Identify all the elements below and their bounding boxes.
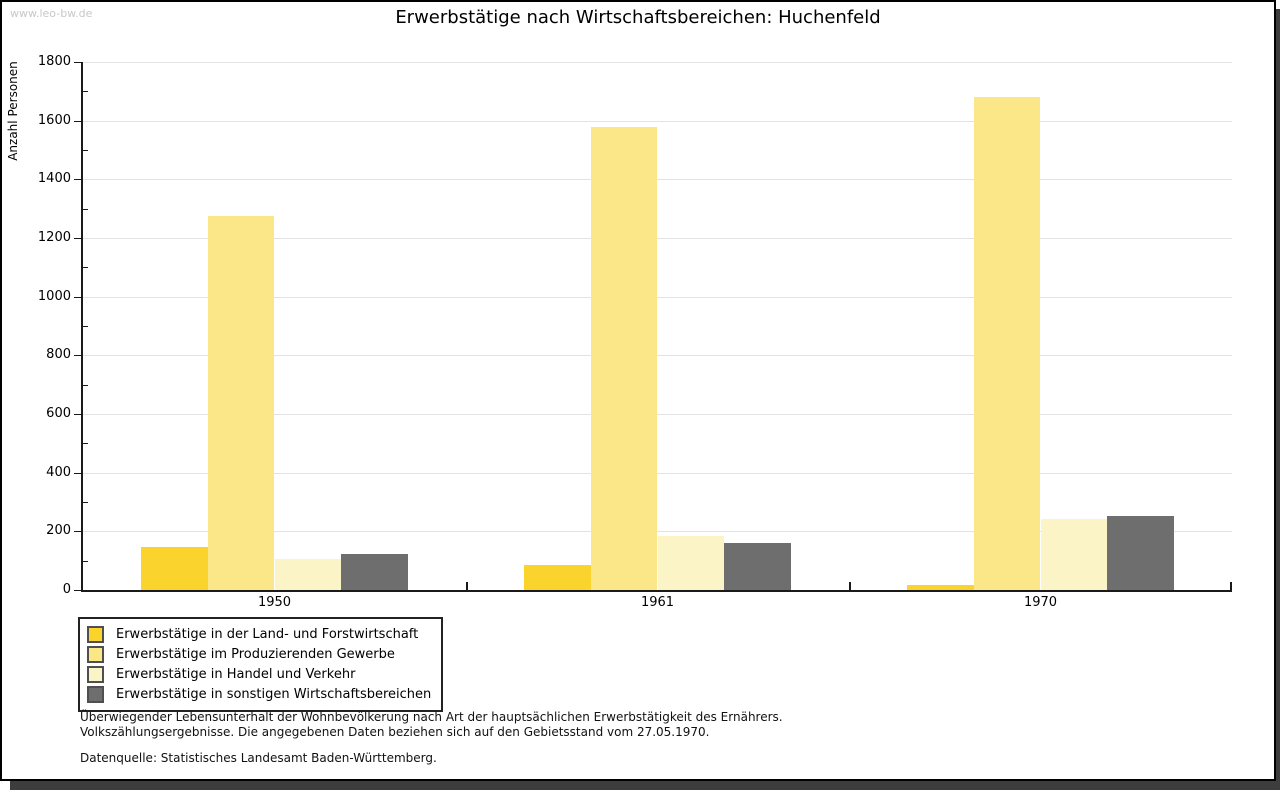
y-minor-tick [83, 326, 88, 327]
legend-swatch-land-forstwirtschaft [87, 625, 104, 643]
y-major-tick [74, 590, 81, 591]
gridline [83, 472, 1232, 474]
x-tick-label: 1970 [1023, 595, 1058, 610]
legend-item: Erwerbstätige in der Land- und Forstwirt… [87, 624, 431, 644]
bar-1961-series3 [657, 535, 725, 590]
y-major-tick [74, 472, 81, 474]
y-minor-tick [83, 208, 88, 210]
x-boundary-tick [466, 582, 468, 590]
y-minor-tick [83, 502, 88, 503]
x-tick-label: 1950 [257, 595, 292, 610]
x-boundary-tick [1230, 582, 1232, 590]
bar-1961-series1 [523, 565, 591, 590]
legend-label: Erwerbstätige in sonstigen Wirtschaftsbe… [116, 686, 432, 702]
gridline [83, 120, 1232, 122]
y-tick-label: 800 [46, 347, 71, 363]
y-axis-title: Anzahl Personen [6, 61, 20, 161]
y-major-tick [74, 62, 81, 63]
y-minor-tick [83, 150, 88, 151]
y-minor-tick [83, 267, 88, 269]
y-minor-tick [83, 560, 88, 562]
gridline [83, 62, 1232, 63]
legend-swatch-handel-verkehr [87, 665, 104, 683]
x-tick-label: 1961 [640, 595, 675, 610]
y-tick-label: 600 [46, 406, 71, 421]
footnotes: Überwiegender Lebensunterhalt der Wohnbe… [80, 710, 783, 766]
y-minor-tick [83, 443, 88, 445]
y-minor-tick [83, 384, 88, 386]
data-source: Datenquelle: Statistisches Landesamt Bad… [80, 751, 437, 765]
y-major-tick [74, 238, 81, 239]
y-major-tick [74, 179, 81, 181]
gridline [83, 531, 1232, 533]
y-major-tick [74, 531, 81, 533]
y-tick-label: 1200 [37, 230, 71, 245]
footnote-line: Überwiegender Lebensunterhalt der Wohnbe… [80, 710, 783, 724]
bar-1950-series2 [207, 216, 275, 590]
y-tick-label: 1400 [37, 171, 71, 187]
gridline [83, 414, 1232, 415]
bar-1950-series4 [341, 554, 409, 590]
bar-1950-series1 [140, 547, 208, 590]
bar-1950-series3 [274, 559, 342, 590]
bar-1970-series2 [973, 97, 1041, 590]
legend-label: Erwerbstätige im Produzierenden Gewerbe [116, 646, 395, 662]
legend-swatch-produzierendes-gewerbe [87, 645, 104, 663]
y-major-tick [74, 355, 81, 357]
bar-1961-series4 [724, 542, 792, 590]
y-tick-label: 1800 [37, 54, 71, 69]
legend-swatch-sonstige-wirtschaftsbereiche [87, 685, 104, 703]
y-tick-label: 1600 [37, 112, 71, 128]
plot-area: 0 200 400 600 800 1000 1200 1400 1600 1800 1950 196… [38, 54, 1232, 610]
legend-item: Erwerbstätige in sonstigen Wirtschaftsbe… [87, 684, 431, 704]
y-tick-label: 0 [62, 582, 71, 597]
y-tick-label: 200 [46, 523, 71, 539]
bar-1970-series3 [1040, 519, 1108, 590]
gridline [83, 238, 1232, 239]
watermark-text: www.leo-bw.de [10, 7, 93, 20]
legend-item: Erwerbstätige im Produzierenden Gewerbe [87, 644, 431, 664]
x-boundary-tick [849, 582, 851, 590]
y-tick-label: 1000 [37, 288, 71, 304]
legend-label: Erwerbstätige in Handel und Verkehr [116, 666, 356, 682]
chart-title: Erwerbstätige nach Wirtschaftsbereichen:… [395, 7, 881, 28]
footnote-line: Volkszählungsergebnisse. Die angegebenen… [80, 725, 710, 739]
y-major-tick [74, 414, 81, 415]
y-major-tick [74, 296, 81, 298]
y-minor-tick [83, 91, 88, 93]
bar-1970-series4 [1107, 515, 1175, 590]
bar-1970-series1 [906, 584, 974, 590]
gridline [83, 355, 1232, 357]
gridline [83, 179, 1232, 181]
legend-label: Erwerbstätige in der Land- und Forstwirt… [116, 626, 419, 642]
legend: Erwerbstätige in der Land- und Forstwirt… [78, 617, 444, 712]
legend-item: Erwerbstätige in Handel und Verkehr [87, 664, 431, 684]
y-major-tick [74, 120, 81, 122]
gridline [83, 296, 1232, 298]
bar-1961-series2 [590, 126, 658, 590]
y-tick-label: 400 [46, 464, 71, 480]
